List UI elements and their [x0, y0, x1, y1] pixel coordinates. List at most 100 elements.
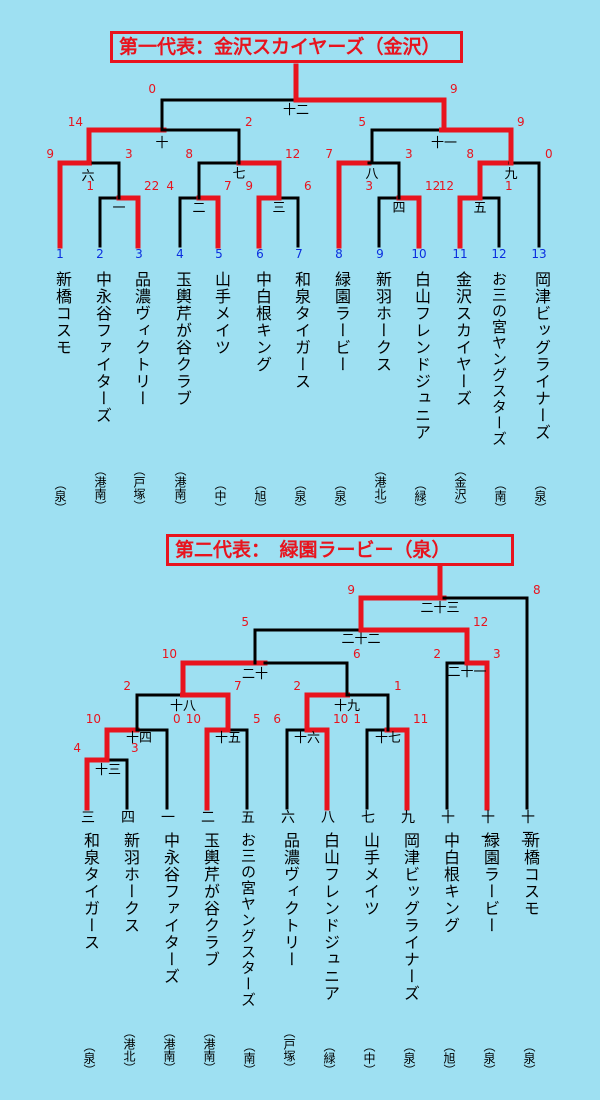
team-district: （港南）	[93, 464, 107, 512]
team-district: （泉）	[522, 1040, 536, 1076]
team-name: 中永谷ファイターズ	[161, 832, 180, 985]
team-district: （戸塚）	[132, 464, 146, 512]
score-label: 5	[241, 615, 249, 629]
team-name: 中白根キング	[441, 832, 460, 934]
score-label: 0	[173, 712, 181, 726]
team-position: 七	[361, 810, 375, 826]
team-position: 六	[281, 810, 295, 826]
team-district: （泉）	[333, 478, 347, 514]
team-name: 中白根キング	[253, 271, 272, 373]
team-district: （中）	[213, 478, 227, 514]
team-name: 品濃ヴィクトリー	[132, 271, 151, 407]
game-number-label: 十	[155, 136, 168, 151]
team-name: 新橋コスモ	[53, 271, 72, 356]
score-label: 9	[245, 179, 253, 193]
team-name: 山手メイツ	[361, 832, 380, 917]
team-position: 一	[161, 810, 175, 826]
score-label: 12	[473, 615, 488, 629]
bracket2-title: 第二代表： 緑園ラービー（泉）	[166, 534, 514, 566]
game-number-label: 十四	[126, 731, 152, 746]
team-position: 八	[321, 810, 335, 826]
score-label: 1	[353, 712, 361, 726]
team-position: 三	[81, 810, 95, 826]
team-district: （港北）	[122, 1026, 136, 1074]
team-name: 白山フレンドジュニア	[321, 832, 340, 1002]
team-name: 緑園ラービー	[332, 271, 351, 373]
team-district: （港南）	[162, 1026, 176, 1074]
team-seed: 12	[491, 247, 507, 261]
game-number-label: 十二	[283, 103, 309, 118]
game-number-label: 二十三	[420, 601, 459, 616]
game-number-label: 二十二	[341, 632, 380, 647]
team-name: 金沢スカイヤーズ	[453, 271, 472, 407]
score-label: 6	[273, 712, 281, 726]
game-number-label: 二	[192, 201, 205, 216]
score-label: 5	[358, 115, 366, 129]
team-seed: 5	[215, 247, 223, 261]
team-district: （南）	[493, 478, 507, 514]
game-number-label: 六	[81, 169, 94, 184]
team-district: （中）	[362, 1040, 376, 1076]
score-label: 2	[123, 679, 131, 693]
team-seed: 8	[335, 247, 343, 261]
team-seed: 13	[531, 247, 547, 261]
team-position: 十二	[521, 810, 535, 846]
game-number-label: 十七	[375, 731, 401, 746]
game-number-label: 十八	[170, 699, 196, 714]
score-label: 6	[304, 179, 312, 193]
team-position: 四	[121, 810, 135, 826]
score-label: 3	[131, 741, 139, 755]
game-number-label: 十三	[95, 763, 121, 778]
team-position: 十一	[481, 810, 495, 846]
team-district: （南）	[242, 1040, 256, 1076]
score-label: 9	[517, 115, 525, 129]
team-seed: 3	[135, 247, 143, 261]
score-label: 22	[144, 179, 159, 193]
team-district: （泉）	[293, 478, 307, 514]
game-number-label: 十九	[334, 699, 360, 714]
game-number-label: 四	[392, 201, 405, 216]
team-district: （泉）	[82, 1040, 96, 1076]
bracket1-title: 第一代表：金沢スカイヤーズ（金沢）	[110, 31, 463, 63]
team-name: 玉輿芹が谷クラブ	[173, 271, 192, 407]
team-district: （旭）	[442, 1040, 456, 1076]
score-label: 3	[125, 147, 133, 161]
team-name: お三の宮ヤングスターズ	[490, 271, 508, 447]
team-district: （緑）	[322, 1040, 336, 1076]
score-label: 4	[166, 179, 174, 193]
game-number-label: 五	[473, 201, 486, 216]
team-district: （泉）	[482, 1040, 496, 1076]
team-name: 新橋コスモ	[521, 832, 540, 917]
team-district: （泉）	[402, 1040, 416, 1076]
team-district: （港南）	[173, 464, 187, 512]
team-seed: 9	[376, 247, 384, 261]
score-label: 1	[394, 679, 402, 693]
team-name: 和泉タイガース	[292, 271, 311, 390]
game-number-label: 十一	[431, 136, 457, 151]
team-name: 山手メイツ	[212, 271, 231, 356]
team-district: （金沢）	[453, 464, 467, 512]
team-district: （泉）	[533, 478, 547, 514]
score-label: 3	[493, 647, 501, 661]
score-label: 7	[234, 679, 242, 693]
score-label: 10	[333, 712, 348, 726]
score-label: 14	[68, 115, 83, 129]
score-label: 7	[224, 179, 232, 193]
game-number-label: 八	[365, 167, 378, 182]
team-seed: 7	[295, 247, 303, 261]
score-label: 12	[439, 179, 454, 193]
score-label: 8	[533, 583, 541, 597]
game-number-label: 十五	[215, 731, 241, 746]
score-label: 5	[253, 712, 261, 726]
score-label: 2	[245, 115, 253, 129]
team-district: （港北）	[373, 464, 387, 512]
score-label: 3	[405, 147, 413, 161]
team-name: 中永谷ファイターズ	[93, 271, 112, 424]
team-name: 品濃ヴィクトリー	[281, 832, 300, 968]
team-seed: 10	[411, 247, 427, 261]
score-label: 6	[353, 647, 361, 661]
team-name: 新羽ホークス	[373, 271, 392, 373]
team-district: （旭）	[253, 478, 267, 514]
score-label: 10	[86, 712, 101, 726]
score-label: 0	[545, 147, 553, 161]
